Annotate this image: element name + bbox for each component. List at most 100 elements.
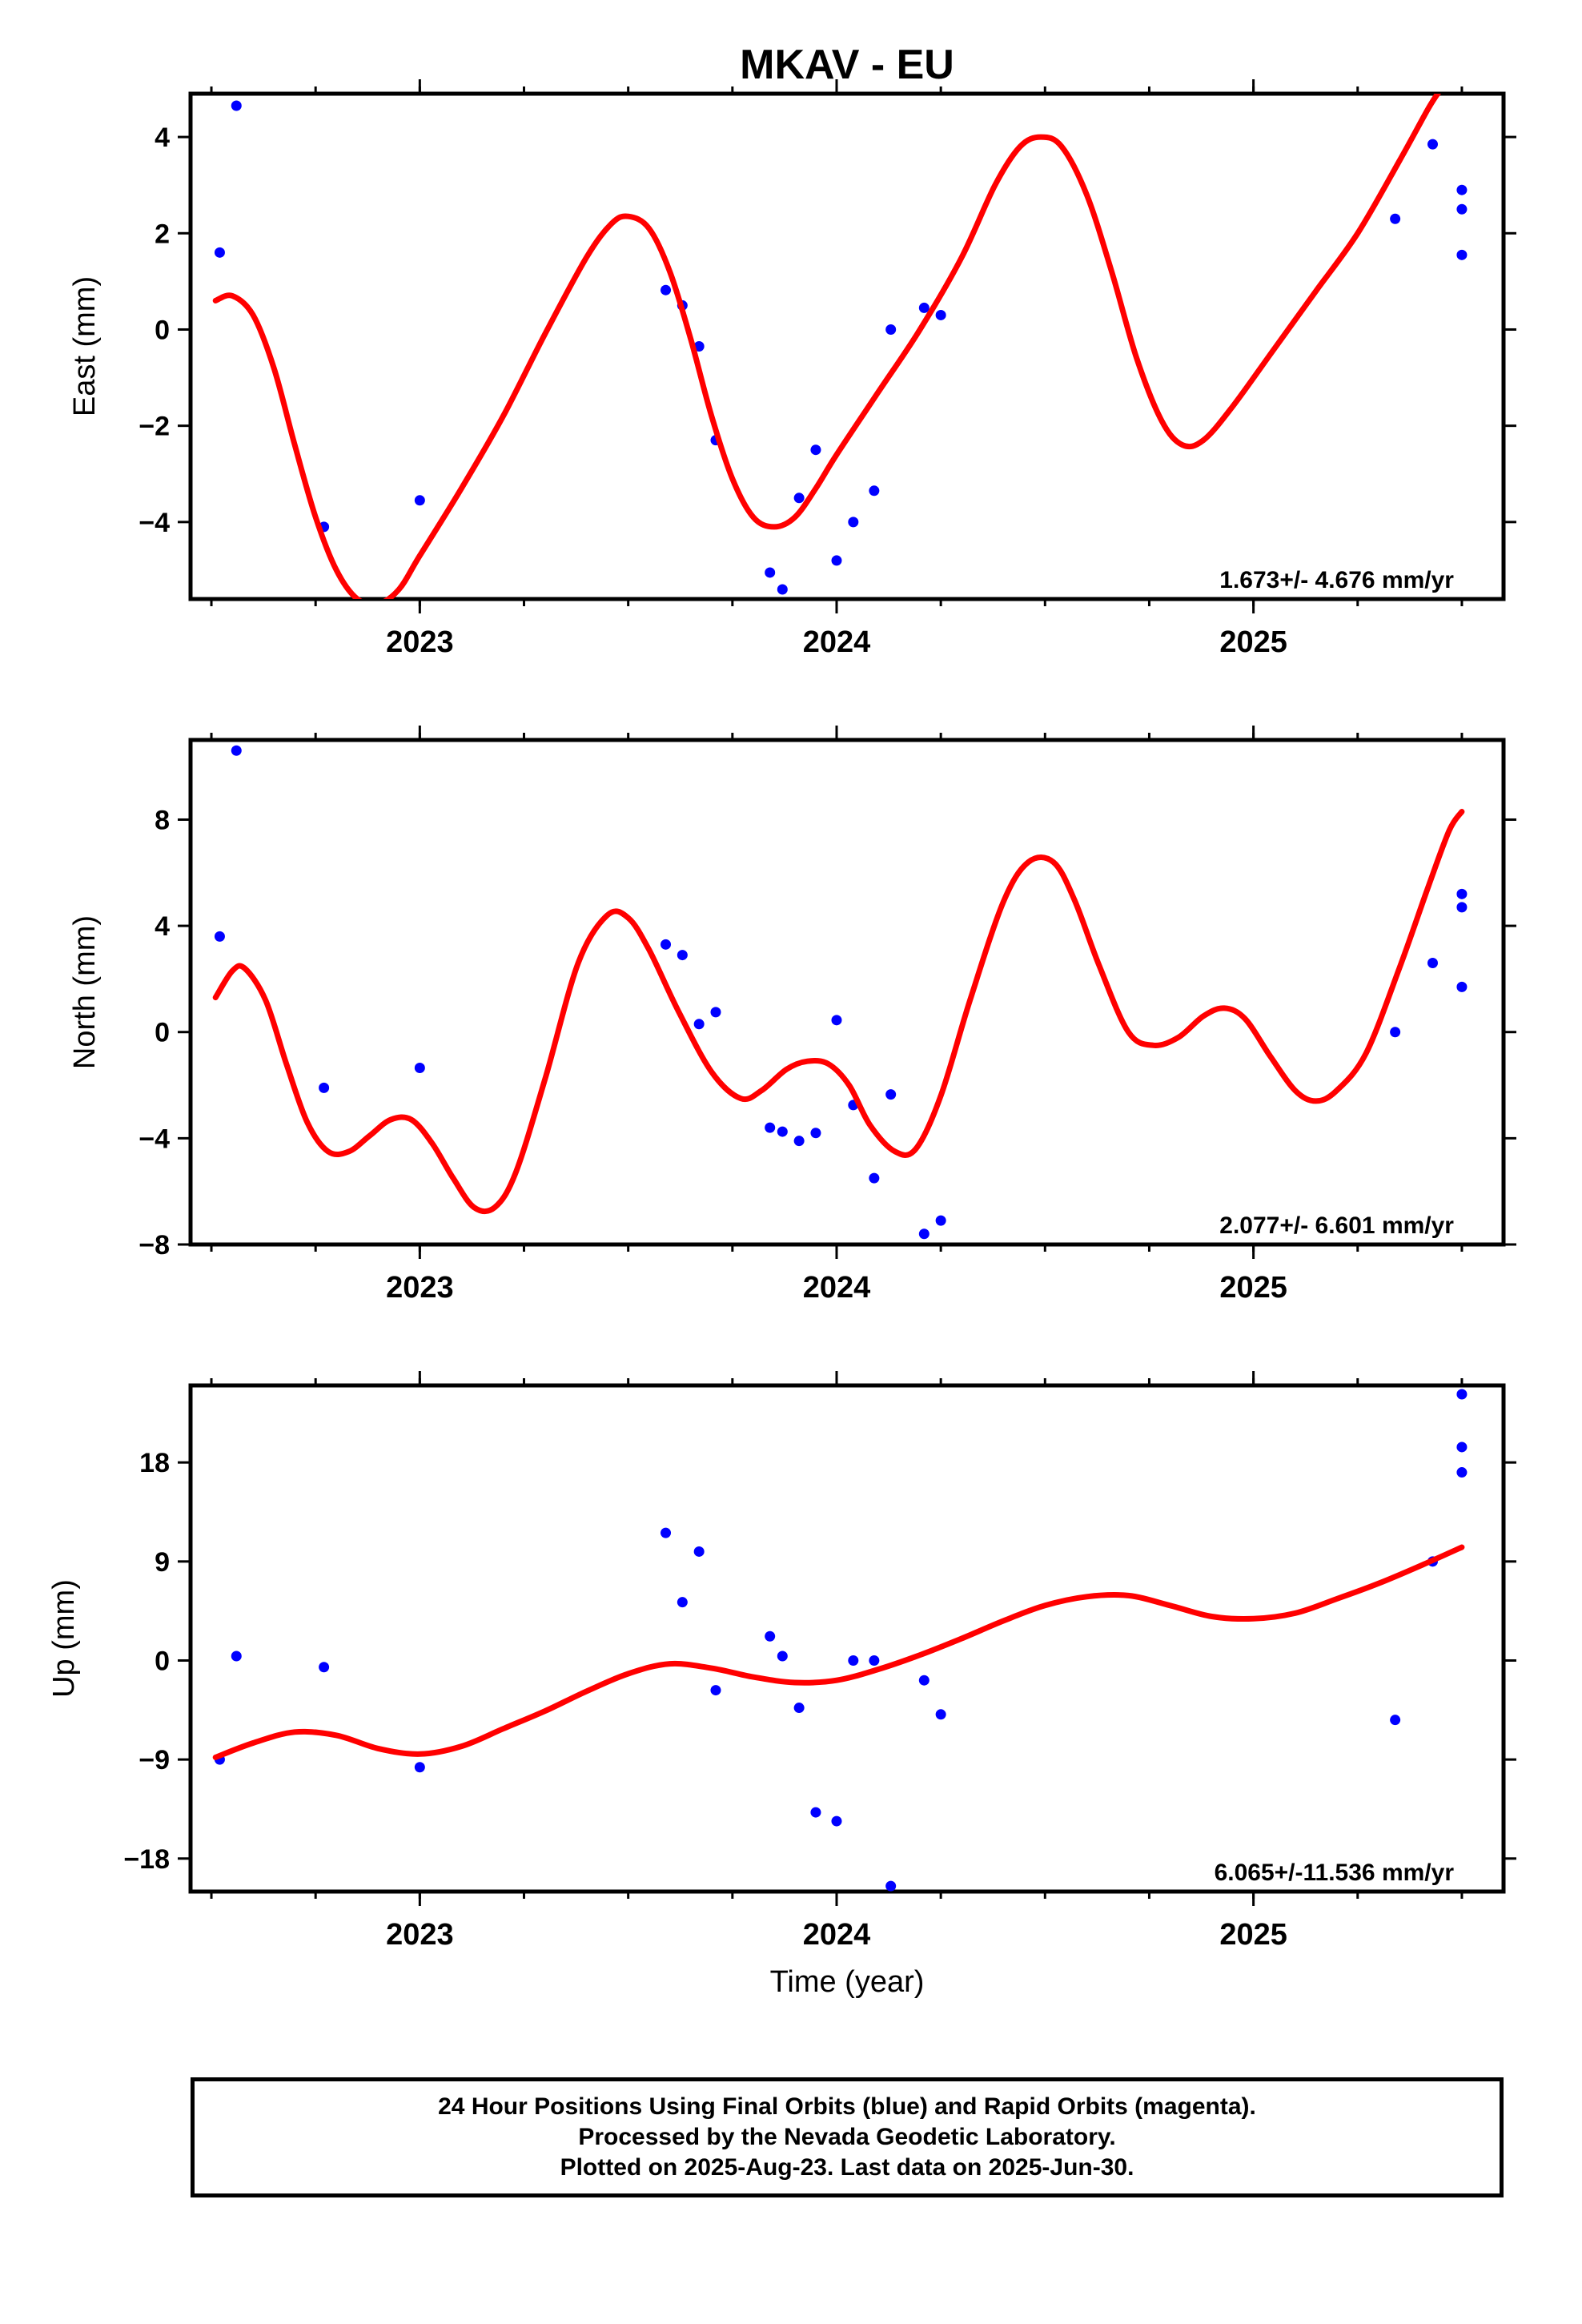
east-velocity-annotation: 1.673+/- 4.676 mm/yr [1219,567,1454,593]
north-data-point [918,1228,930,1240]
east-data-point [777,584,788,595]
up-y-tick-label: 9 [155,1547,170,1578]
x-axis-label: Time (year) [770,1965,925,1999]
footer-line-3: Plotted on 2025-Aug-23. Last data on 202… [560,2154,1134,2181]
north-data-point [1456,902,1468,913]
north-data-point [661,939,672,950]
up-data-point [869,1655,880,1666]
up-y-tick-label: 18 [139,1448,170,1478]
up-data-point [661,1527,672,1538]
north-plot-frame [188,738,1506,1247]
north-x-tick-label: 2023 [386,1271,454,1305]
up-y-tick-label: −9 [139,1745,170,1775]
north-data-point [793,1136,805,1147]
north-data-point [693,1019,705,1030]
east-x-tick-label: 2024 [803,625,871,659]
up-data-point [765,1630,776,1642]
up-data-point [414,1762,425,1773]
up-y-tick-label: 0 [155,1646,170,1676]
east-data-point [231,100,242,111]
footer-line-2: Processed by the Nevada Geodetic Laborat… [578,2124,1116,2150]
up-data-point [1390,1715,1401,1726]
north-data-point [710,1007,721,1018]
up-data-point [1456,1467,1468,1478]
north-y-tick-label: 4 [155,911,170,942]
north-x-tick-label: 2024 [803,1271,871,1305]
north-data-point [414,1063,425,1073]
east-data-point [661,284,672,296]
up-x-tick-label: 2024 [803,1918,871,1952]
up-data-point [710,1685,721,1696]
up-data-point [777,1651,788,1662]
north-data-point [214,931,225,942]
east-data-point [214,247,225,258]
up-y-tick-label: −18 [123,1844,170,1875]
east-data-point [765,567,776,578]
east-data-point [918,302,930,313]
east-data-point [848,517,859,528]
east-y-tick-label: 2 [155,219,170,249]
north-fit-curve [212,809,1465,1215]
east-data-point [1456,184,1468,195]
north-data-point [1427,958,1438,969]
east-fit-curve [212,94,1441,599]
east-data-point [793,493,805,504]
up-data-point [231,1651,242,1662]
up-data-point [693,1546,705,1557]
east-y-axis-label: East (mm) [68,276,102,416]
footer-line-1: 24 Hour Positions Using Final Orbits (bl… [438,2093,1256,2120]
north-panel: 2023 2024 2025 −8 −4 0 4 8 North (mm) 2.077+/- 6.… [68,726,1516,1305]
north-y-tick-label: −4 [139,1124,170,1154]
east-y-tick-label: −2 [139,412,170,442]
east-data-point [1456,249,1468,260]
north-data-point [777,1126,788,1137]
east-data-point [885,324,897,335]
north-data-point [885,1089,897,1100]
north-data-point [765,1122,776,1133]
north-data-point [810,1128,821,1139]
east-panel: 2023 2024 2025 −4 −2 0 2 4 East (mm) 1.673+/- 4.6… [68,79,1516,659]
north-x-tick-label: 2025 [1219,1271,1287,1305]
east-x-tick-label: 2023 [386,625,454,659]
up-data-point [319,1662,330,1673]
east-data-point [810,444,821,456]
north-data-point [319,1082,330,1093]
east-y-tick-label: 4 [155,123,170,153]
up-data-point [1456,1441,1468,1453]
east-data-point [414,495,425,506]
east-data-point [935,309,946,320]
east-data-point [1390,213,1401,224]
east-plot-frame [188,91,1506,601]
north-y-axis-label: North (mm) [68,915,102,1069]
north-y-tick-label: 8 [155,805,170,835]
up-data-point [831,1815,842,1827]
north-data-point [935,1215,946,1226]
figure-title: MKAV - EU [740,42,954,88]
north-velocity-annotation: 2.077+/- 6.601 mm/yr [1219,1212,1454,1239]
up-velocity-annotation: 6.065+/-11.536 mm/yr [1215,1860,1455,1886]
north-data-point [677,950,688,961]
footer-info-box: 24 Hour Positions Using Final Orbits (bl… [191,2077,1504,2197]
north-data-point [1390,1027,1401,1038]
up-data-point [1456,1389,1468,1400]
east-y-tick-label: 0 [155,315,170,345]
up-panel: 2023 2024 2025 −18 −9 0 9 18 Up (mm) 6.065+/-11.5… [47,1371,1516,1952]
east-data-point [1427,139,1438,150]
north-data-point [1456,981,1468,992]
up-data-point [677,1597,688,1608]
up-x-tick-label: 2025 [1219,1918,1287,1952]
east-data-point [831,555,842,566]
up-data-point [793,1703,805,1714]
up-data-point [848,1655,859,1666]
up-x-tick-label: 2023 [386,1918,454,1952]
up-data-point [885,1880,897,1892]
up-y-axis-label: Up (mm) [47,1579,81,1698]
up-fit-curve [212,1544,1465,1760]
north-data-point [869,1172,880,1184]
north-data-point [831,1015,842,1026]
north-y-tick-label: 0 [155,1018,170,1048]
east-y-tick-label: −4 [139,508,170,538]
east-data-point [869,485,880,497]
up-data-point [918,1675,930,1686]
